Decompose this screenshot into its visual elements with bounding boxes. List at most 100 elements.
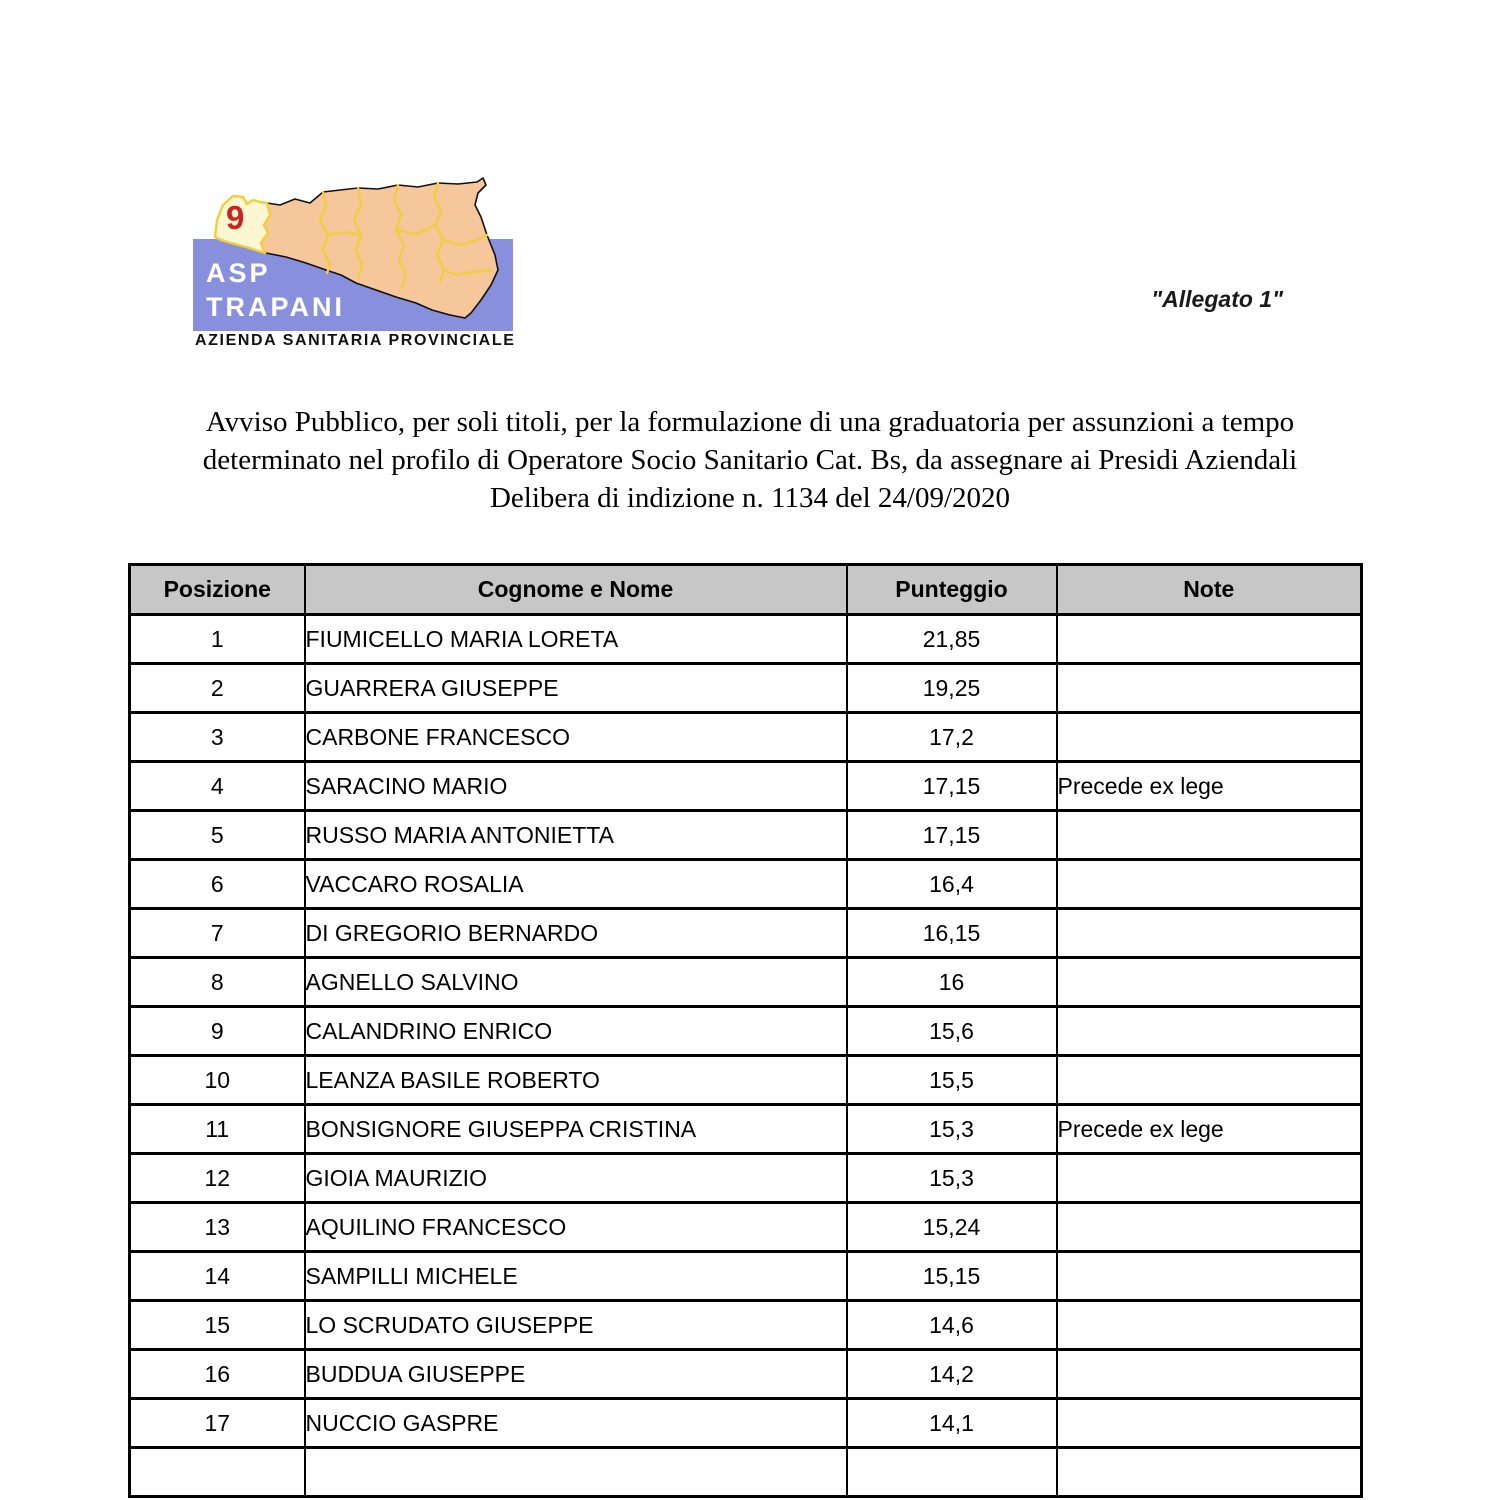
table-row: 5 RUSSO MARIA ANTONIETTA 17,15 bbox=[128, 809, 1363, 861]
table-row: 6 VACCARO ROSALIA 16,4 bbox=[128, 858, 1363, 910]
score-cell: 16 bbox=[845, 956, 1058, 1008]
position-cell: 1 bbox=[128, 613, 306, 665]
note-cell bbox=[1055, 1201, 1363, 1253]
position-cell: 3 bbox=[128, 711, 306, 763]
table-row: 10 LEANZA BASILE ROBERTO 15,5 bbox=[128, 1054, 1363, 1106]
table-row: 7 DI GREGORIO BERNARDO 16,15 bbox=[128, 907, 1363, 959]
table-row: 14 SAMPILLI MICHELE 15,15 bbox=[128, 1250, 1363, 1302]
table-header-row: Posizione Cognome e Nome Punteggio Note bbox=[128, 563, 1363, 616]
score-cell: 17,15 bbox=[845, 809, 1058, 861]
note-cell bbox=[1055, 662, 1363, 714]
position-cell: 2 bbox=[128, 662, 306, 714]
title-line-2: determinato nel profilo di Operatore Soc… bbox=[202, 444, 1298, 476]
header-cognome-nome: Cognome e Nome bbox=[303, 563, 848, 616]
table-row: 4 SARACINO MARIO 17,15 Precede ex lege bbox=[128, 760, 1363, 812]
score-cell: 17,2 bbox=[845, 711, 1058, 763]
asp-trapani-logo: 9 ASP TRAPANI AZIENDA SANITARIA PROVINCIA… bbox=[190, 172, 520, 352]
table-row: 9 CALANDRINO ENRICO 15,6 bbox=[128, 1005, 1363, 1057]
name-cell bbox=[303, 1446, 848, 1498]
name-cell: BONSIGNORE GIUSEPPA CRISTINA bbox=[303, 1103, 848, 1155]
score-cell bbox=[845, 1446, 1058, 1498]
score-cell: 14,1 bbox=[845, 1397, 1058, 1449]
document-title: Avviso Pubblico, per soli titoli, per la… bbox=[0, 403, 1500, 517]
name-cell: NUCCIO GASPRE bbox=[303, 1397, 848, 1449]
table-row: 11 BONSIGNORE GIUSEPPA CRISTINA 15,3 Preced… bbox=[128, 1103, 1363, 1155]
note-cell bbox=[1055, 858, 1363, 910]
name-cell: FIUMICELLO MARIA LORETA bbox=[303, 613, 848, 665]
header-punteggio: Punteggio bbox=[845, 563, 1058, 616]
table-row: 8 AGNELLO SALVINO 16 bbox=[128, 956, 1363, 1008]
header-posizione: Posizione bbox=[128, 563, 306, 616]
table-row bbox=[128, 1446, 1363, 1498]
name-cell: GIOIA MAURIZIO bbox=[303, 1152, 848, 1204]
table-row: 17 NUCCIO GASPRE 14,1 bbox=[128, 1397, 1363, 1449]
note-cell bbox=[1055, 1348, 1363, 1400]
position-cell: 11 bbox=[128, 1103, 306, 1155]
score-cell: 15,15 bbox=[845, 1250, 1058, 1302]
region-number: 9 bbox=[226, 199, 245, 236]
ranking-table: Posizione Cognome e Nome Punteggio Note … bbox=[128, 563, 1363, 1498]
note-cell bbox=[1055, 613, 1363, 665]
table-row: 3 CARBONE FRANCESCO 17,2 bbox=[128, 711, 1363, 763]
score-cell: 15,3 bbox=[845, 1152, 1058, 1204]
logo-org-abbr: ASP bbox=[206, 258, 271, 288]
table-body: 1 FIUMICELLO MARIA LORETA 21,85 2 GUARRERA G… bbox=[128, 613, 1363, 1498]
note-cell bbox=[1055, 809, 1363, 861]
name-cell: DI GREGORIO BERNARDO bbox=[303, 907, 848, 959]
sicily-map-icon bbox=[193, 177, 513, 331]
note-cell bbox=[1055, 907, 1363, 959]
note-cell: Precede ex lege bbox=[1055, 1103, 1363, 1155]
header-note: Note bbox=[1055, 563, 1363, 616]
note-cell bbox=[1055, 711, 1363, 763]
name-cell: AQUILINO FRANCESCO bbox=[303, 1201, 848, 1253]
logo-org-name: ASP TRAPANI bbox=[206, 256, 345, 324]
position-cell: 5 bbox=[128, 809, 306, 861]
name-cell: VACCARO ROSALIA bbox=[303, 858, 848, 910]
province-borders bbox=[213, 181, 493, 290]
position-cell: 12 bbox=[128, 1152, 306, 1204]
name-cell: LO SCRUDATO GIUSEPPE bbox=[303, 1299, 848, 1351]
score-cell: 21,85 bbox=[845, 613, 1058, 665]
note-cell bbox=[1055, 1152, 1363, 1204]
annex-label: "Allegato 1" bbox=[1151, 286, 1283, 312]
position-cell: 9 bbox=[128, 1005, 306, 1057]
name-cell: SARACINO MARIO bbox=[303, 760, 848, 812]
position-cell: 10 bbox=[128, 1054, 306, 1106]
logo-org-city: TRAPANI bbox=[206, 292, 345, 322]
score-cell: 14,2 bbox=[845, 1348, 1058, 1400]
score-cell: 14,6 bbox=[845, 1299, 1058, 1351]
note-cell bbox=[1055, 1250, 1363, 1302]
name-cell: CALANDRINO ENRICO bbox=[303, 1005, 848, 1057]
position-cell: 17 bbox=[128, 1397, 306, 1449]
logo-org-subtitle: AZIENDA SANITARIA PROVINCIALE bbox=[195, 332, 516, 349]
name-cell: SAMPILLI MICHELE bbox=[303, 1250, 848, 1302]
score-cell: 16,4 bbox=[845, 858, 1058, 910]
table-row: 2 GUARRERA GIUSEPPE 19,25 bbox=[128, 662, 1363, 714]
name-cell: CARBONE FRANCESCO bbox=[303, 711, 848, 763]
table-row: 12 GIOIA MAURIZIO 15,3 bbox=[128, 1152, 1363, 1204]
score-cell: 15,5 bbox=[845, 1054, 1058, 1106]
score-cell: 15,3 bbox=[845, 1103, 1058, 1155]
score-cell: 15,24 bbox=[845, 1201, 1058, 1253]
position-cell: 7 bbox=[128, 907, 306, 959]
position-cell: 6 bbox=[128, 858, 306, 910]
note-cell: Precede ex lege bbox=[1055, 760, 1363, 812]
title-line-3: Delibera di indizione n. 1134 del 24/09/… bbox=[489, 482, 1011, 514]
note-cell bbox=[1055, 1054, 1363, 1106]
position-cell: 4 bbox=[128, 760, 306, 812]
table-row: 1 FIUMICELLO MARIA LORETA 21,85 bbox=[128, 613, 1363, 665]
title-line-1: Avviso Pubblico, per soli titoli, per la… bbox=[205, 406, 1295, 438]
name-cell: BUDDUA GIUSEPPE bbox=[303, 1348, 848, 1400]
note-cell bbox=[1055, 1005, 1363, 1057]
name-cell: LEANZA BASILE ROBERTO bbox=[303, 1054, 848, 1106]
score-cell: 15,6 bbox=[845, 1005, 1058, 1057]
note-cell bbox=[1055, 1299, 1363, 1351]
note-cell bbox=[1055, 1446, 1363, 1498]
position-cell: 13 bbox=[128, 1201, 306, 1253]
position-cell bbox=[128, 1446, 306, 1498]
position-cell: 8 bbox=[128, 956, 306, 1008]
table-row: 16 BUDDUA GIUSEPPE 14,2 bbox=[128, 1348, 1363, 1400]
name-cell: AGNELLO SALVINO bbox=[303, 956, 848, 1008]
score-cell: 16,15 bbox=[845, 907, 1058, 959]
